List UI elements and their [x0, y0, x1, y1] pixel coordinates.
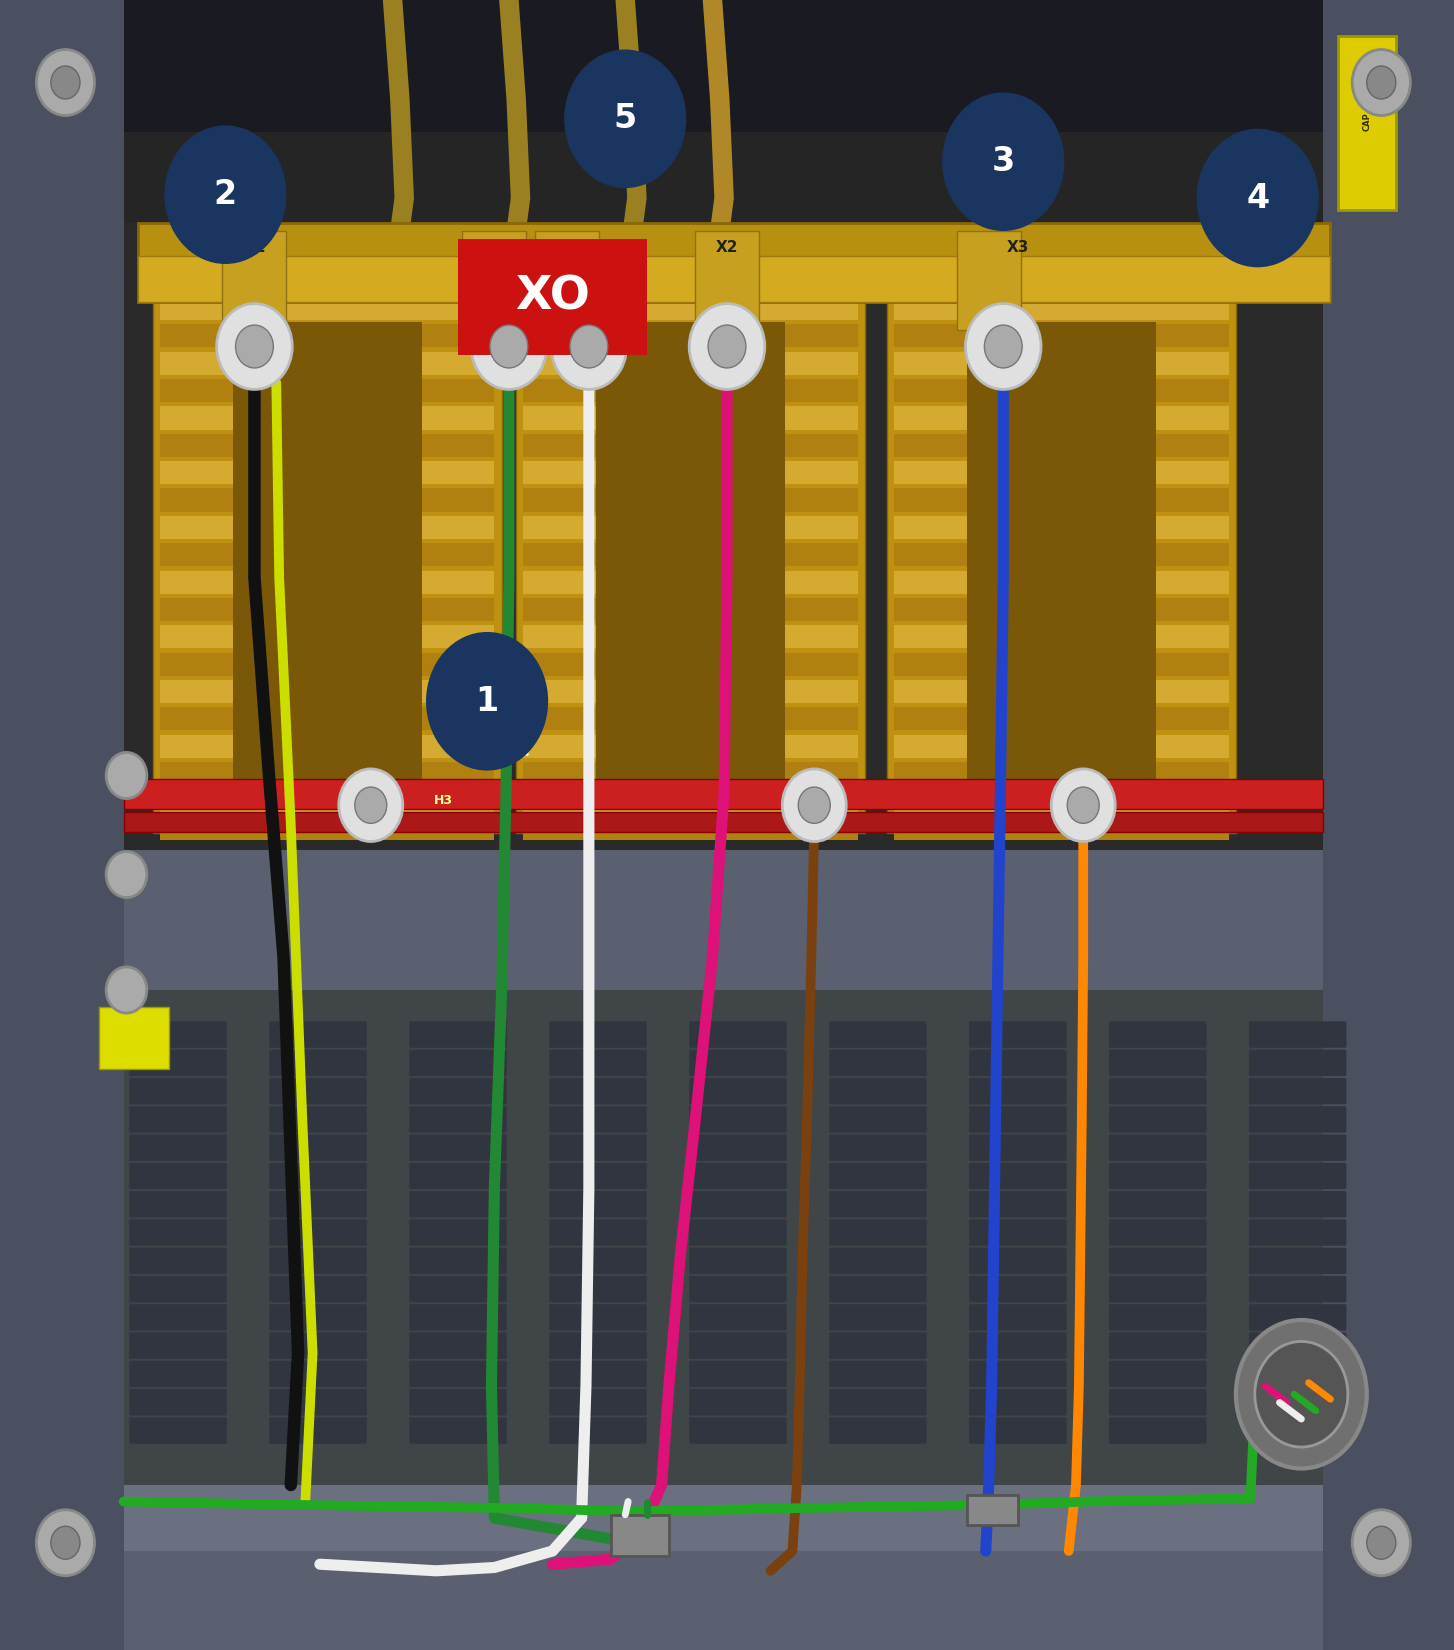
FancyBboxPatch shape	[523, 460, 858, 483]
Circle shape	[51, 66, 80, 99]
FancyBboxPatch shape	[894, 734, 1229, 757]
FancyBboxPatch shape	[523, 351, 858, 375]
Circle shape	[106, 752, 147, 799]
FancyBboxPatch shape	[124, 223, 1323, 850]
FancyBboxPatch shape	[968, 1219, 1066, 1246]
FancyBboxPatch shape	[894, 488, 1229, 512]
Circle shape	[217, 304, 292, 389]
FancyBboxPatch shape	[129, 1304, 227, 1330]
FancyBboxPatch shape	[689, 1247, 787, 1274]
FancyBboxPatch shape	[269, 1389, 366, 1416]
FancyBboxPatch shape	[523, 297, 858, 320]
FancyBboxPatch shape	[129, 1361, 227, 1388]
FancyBboxPatch shape	[160, 734, 494, 757]
FancyBboxPatch shape	[968, 1333, 1066, 1360]
FancyBboxPatch shape	[596, 322, 785, 800]
FancyBboxPatch shape	[968, 1135, 1066, 1162]
FancyBboxPatch shape	[957, 231, 1021, 330]
FancyBboxPatch shape	[1249, 1219, 1346, 1246]
FancyBboxPatch shape	[160, 543, 494, 566]
FancyBboxPatch shape	[160, 597, 494, 620]
Circle shape	[339, 769, 403, 842]
FancyBboxPatch shape	[1109, 1247, 1207, 1274]
FancyBboxPatch shape	[1109, 1163, 1207, 1190]
FancyBboxPatch shape	[160, 406, 494, 429]
FancyBboxPatch shape	[894, 653, 1229, 676]
FancyBboxPatch shape	[894, 351, 1229, 375]
FancyBboxPatch shape	[129, 1275, 227, 1302]
FancyBboxPatch shape	[829, 1135, 926, 1162]
Circle shape	[106, 851, 147, 898]
FancyBboxPatch shape	[269, 1304, 366, 1330]
FancyBboxPatch shape	[550, 1163, 647, 1190]
FancyBboxPatch shape	[829, 1361, 926, 1388]
FancyBboxPatch shape	[269, 1275, 366, 1302]
FancyBboxPatch shape	[550, 1135, 647, 1162]
FancyBboxPatch shape	[409, 1361, 506, 1388]
Text: X0: X0	[519, 239, 542, 256]
FancyBboxPatch shape	[894, 325, 1229, 348]
FancyBboxPatch shape	[129, 1389, 227, 1416]
FancyBboxPatch shape	[894, 680, 1229, 703]
FancyBboxPatch shape	[1109, 1361, 1207, 1388]
FancyBboxPatch shape	[968, 1021, 1066, 1048]
Circle shape	[1236, 1320, 1367, 1468]
FancyBboxPatch shape	[550, 1333, 647, 1360]
FancyBboxPatch shape	[523, 543, 858, 566]
Circle shape	[471, 304, 547, 389]
FancyBboxPatch shape	[523, 325, 858, 348]
FancyBboxPatch shape	[1249, 1106, 1346, 1132]
FancyBboxPatch shape	[1109, 1417, 1207, 1444]
FancyBboxPatch shape	[160, 789, 494, 812]
FancyBboxPatch shape	[829, 1191, 926, 1218]
FancyBboxPatch shape	[1249, 1304, 1346, 1330]
FancyBboxPatch shape	[269, 1333, 366, 1360]
Text: 4: 4	[1246, 182, 1269, 214]
FancyBboxPatch shape	[1323, 0, 1454, 1650]
FancyBboxPatch shape	[967, 1495, 1018, 1525]
FancyBboxPatch shape	[124, 812, 1323, 832]
FancyBboxPatch shape	[523, 625, 858, 648]
FancyBboxPatch shape	[523, 762, 858, 785]
FancyBboxPatch shape	[550, 1275, 647, 1302]
FancyBboxPatch shape	[968, 1361, 1066, 1388]
FancyBboxPatch shape	[409, 1219, 506, 1246]
FancyBboxPatch shape	[138, 256, 1330, 302]
FancyBboxPatch shape	[1249, 1333, 1346, 1360]
FancyBboxPatch shape	[1109, 1333, 1207, 1360]
FancyBboxPatch shape	[894, 380, 1229, 403]
FancyBboxPatch shape	[1249, 1163, 1346, 1190]
Circle shape	[1197, 129, 1319, 267]
FancyBboxPatch shape	[689, 1275, 787, 1302]
Circle shape	[1067, 787, 1099, 823]
FancyBboxPatch shape	[138, 223, 1330, 302]
Circle shape	[1051, 769, 1115, 842]
FancyBboxPatch shape	[894, 625, 1229, 648]
Text: 2: 2	[214, 178, 237, 211]
FancyBboxPatch shape	[550, 1417, 647, 1444]
FancyBboxPatch shape	[409, 1247, 506, 1274]
Circle shape	[164, 125, 286, 264]
FancyBboxPatch shape	[1249, 1247, 1346, 1274]
Circle shape	[36, 1510, 95, 1576]
FancyBboxPatch shape	[523, 653, 858, 676]
FancyBboxPatch shape	[829, 1106, 926, 1132]
FancyBboxPatch shape	[1109, 1135, 1207, 1162]
Circle shape	[426, 632, 548, 771]
FancyBboxPatch shape	[689, 1163, 787, 1190]
FancyBboxPatch shape	[1249, 1361, 1346, 1388]
FancyBboxPatch shape	[462, 231, 526, 330]
FancyBboxPatch shape	[124, 990, 1323, 1485]
FancyBboxPatch shape	[1109, 1304, 1207, 1330]
FancyBboxPatch shape	[1249, 1389, 1346, 1416]
Circle shape	[236, 325, 273, 368]
FancyBboxPatch shape	[689, 1417, 787, 1444]
FancyBboxPatch shape	[1249, 1077, 1346, 1104]
FancyBboxPatch shape	[409, 1106, 506, 1132]
FancyBboxPatch shape	[689, 1304, 787, 1330]
FancyBboxPatch shape	[550, 1247, 647, 1274]
Circle shape	[551, 304, 627, 389]
FancyBboxPatch shape	[269, 1021, 366, 1048]
Text: XO: XO	[515, 274, 590, 320]
